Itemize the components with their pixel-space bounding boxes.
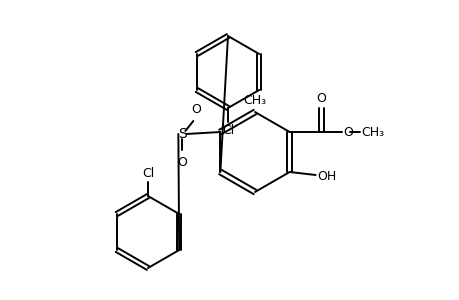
Text: O: O: [191, 103, 201, 116]
Text: CH₃: CH₃: [243, 94, 266, 107]
Text: O: O: [177, 156, 187, 169]
Text: O: O: [316, 92, 326, 105]
Text: O: O: [343, 125, 353, 139]
Text: OH: OH: [317, 169, 336, 182]
Text: CH₃: CH₃: [361, 125, 384, 139]
Text: Cl: Cl: [221, 124, 234, 137]
Text: Cl: Cl: [141, 167, 154, 180]
Text: S: S: [178, 127, 186, 141]
